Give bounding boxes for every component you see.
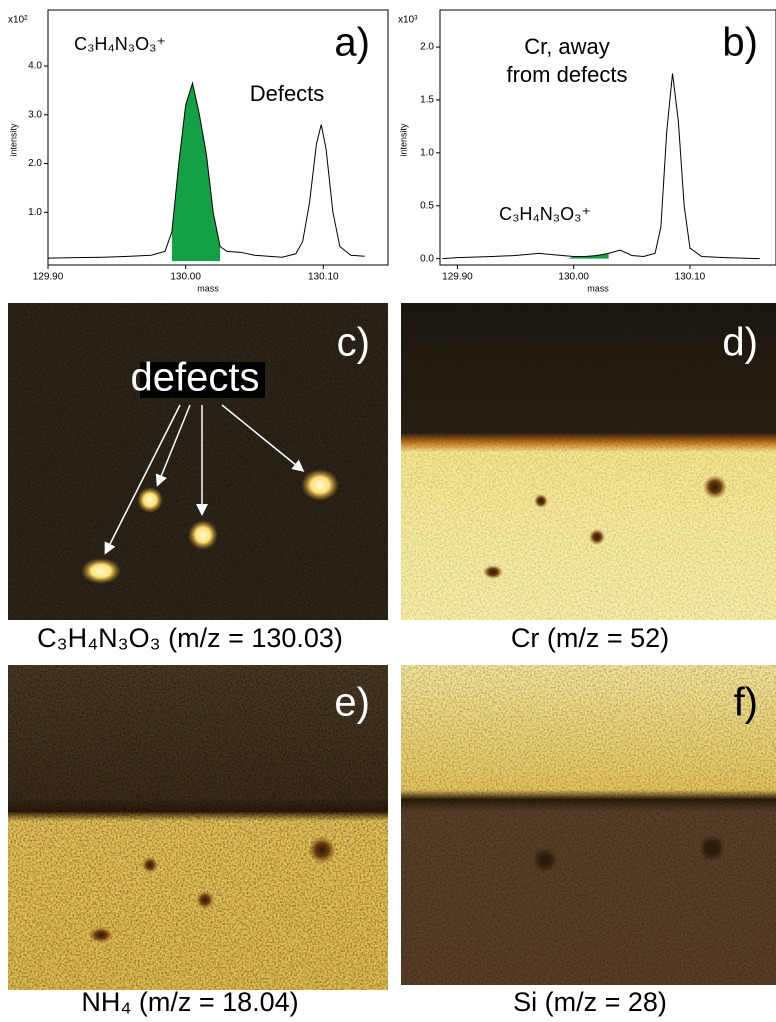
panel-label: b) — [722, 21, 758, 65]
x-tick-label: 129.90 — [442, 272, 473, 283]
y-axis-label: intensity — [8, 123, 18, 157]
peak-fill — [567, 253, 609, 259]
compound-label: C₃H₄N₃O₃⁺ — [74, 34, 166, 54]
y-tick-label: 4.0 — [28, 61, 42, 72]
y-tick-label: 3.0 — [28, 109, 42, 120]
image-annotation: defects — [131, 356, 260, 400]
image-f: f) — [401, 665, 776, 985]
annotation: Defects — [250, 81, 325, 106]
image-e: e) — [8, 665, 388, 990]
plot-frame — [439, 9, 776, 266]
image-caption: Cr (m/z = 52) — [511, 623, 669, 653]
axis-multiplier: x10² — [8, 15, 28, 26]
spectrum-line — [442, 73, 760, 260]
x-tick-label: 130.00 — [170, 272, 201, 283]
annotation: Cr, away — [524, 34, 610, 59]
x-tick-label: 129.90 — [33, 272, 64, 283]
panel-label: a) — [334, 21, 370, 65]
x-tick-label: 130.10 — [675, 272, 706, 283]
y-tick-label: 2.0 — [420, 42, 434, 53]
x-tick-label: 130.10 — [308, 272, 339, 283]
image-caption: C₃H₄N₃O₃ (m/z = 130.03) — [37, 623, 343, 653]
plot-frame — [47, 9, 389, 266]
spectrum-line — [47, 81, 365, 259]
panel-label: e) — [334, 681, 370, 725]
panel-label: c) — [337, 321, 370, 365]
image-caption: Si (m/z = 28) — [513, 987, 667, 1017]
y-tick-label: 0.0 — [420, 253, 434, 264]
image-d: d) — [401, 303, 776, 620]
panel-label: d) — [722, 321, 758, 365]
x-axis-label: mass — [587, 283, 609, 293]
annotation: from defects — [506, 62, 627, 87]
y-tick-label: 1.0 — [420, 147, 434, 158]
y-tick-label: 0.5 — [420, 200, 434, 211]
image-c: defects c) — [8, 303, 388, 620]
y-tick-label: 1.5 — [420, 95, 434, 106]
panel-label: f) — [734, 681, 758, 725]
image-caption: NH₄ (m/z = 18.04) — [81, 987, 298, 1017]
compound-label: C₃H₄N₃O₃⁺ — [499, 204, 591, 224]
y-axis-label: intensity — [398, 123, 408, 157]
x-tick-label: 130.00 — [558, 272, 589, 283]
axis-multiplier: x10³ — [398, 15, 418, 26]
peak-fill — [171, 83, 221, 262]
y-tick-label: 2.0 — [28, 158, 42, 169]
x-axis-label: mass — [197, 283, 219, 293]
y-tick-label: 1.0 — [28, 207, 42, 218]
